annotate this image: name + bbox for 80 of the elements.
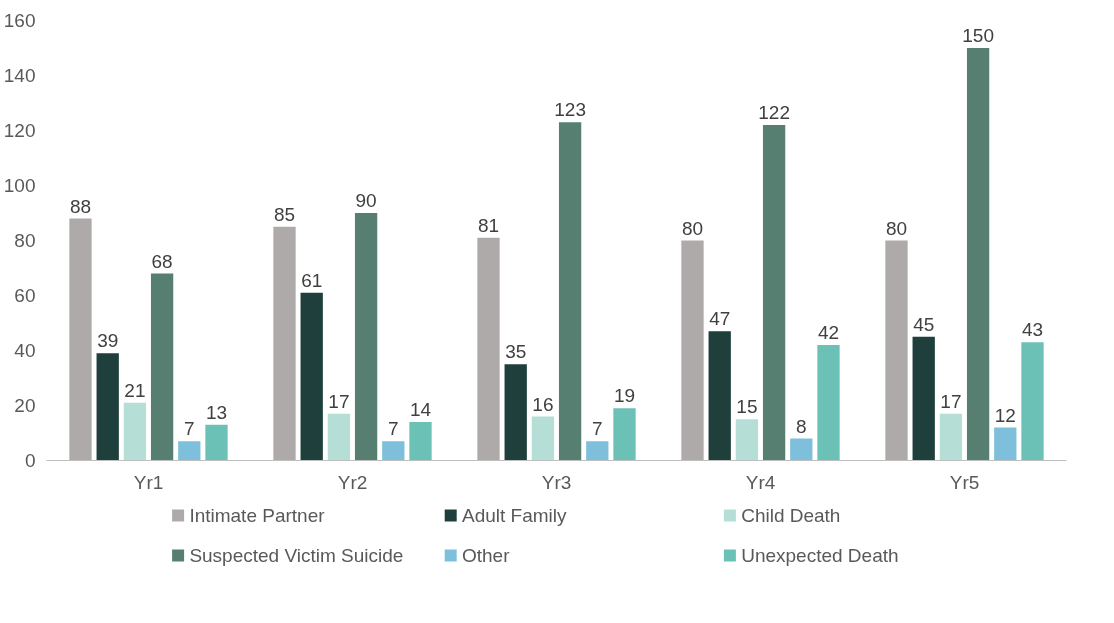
data-label: 35 <box>505 341 527 363</box>
legend-label: Unexpected Death <box>741 545 899 566</box>
x-tick-label: Yr5 <box>949 471 980 493</box>
y-tick-label: 100 <box>3 175 36 196</box>
x-tick-label: Yr4 <box>745 471 776 493</box>
y-tick-label: 60 <box>14 285 36 306</box>
bar <box>504 364 527 461</box>
y-tick-label: 40 <box>14 340 36 361</box>
data-label: 85 <box>273 203 296 225</box>
bar <box>613 408 636 461</box>
data-label: 88 <box>69 195 92 217</box>
bar <box>178 441 201 461</box>
bar <box>966 48 990 461</box>
bar <box>558 122 582 461</box>
bar <box>273 226 296 461</box>
bar <box>735 419 759 461</box>
bar <box>912 336 935 461</box>
bar <box>681 240 704 461</box>
x-tick-label: Yr3 <box>541 471 572 493</box>
legend-label: Child Death <box>741 505 841 526</box>
bar <box>327 413 351 461</box>
bar <box>531 416 555 461</box>
data-label: 81 <box>477 214 500 236</box>
data-label: 47 <box>709 308 731 330</box>
bar <box>69 218 92 461</box>
data-label: 39 <box>97 330 119 352</box>
data-label: 80 <box>681 217 704 239</box>
y-tick-label: 20 <box>14 395 36 416</box>
data-label: 7 <box>388 418 399 440</box>
bar <box>205 424 228 461</box>
legend-label: Adult Family <box>461 505 568 526</box>
x-tick-label: Yr2 <box>337 471 368 493</box>
data-label: 42 <box>817 322 840 343</box>
y-tick-label: 0 <box>24 450 36 471</box>
data-label: 123 <box>554 99 586 121</box>
data-label: 17 <box>328 390 350 412</box>
bar <box>96 353 119 461</box>
data-label: 8 <box>796 415 807 437</box>
data-label: 17 <box>940 390 962 412</box>
y-tick-label: 160 <box>3 10 36 31</box>
bar <box>885 240 908 461</box>
data-label: 80 <box>885 217 908 239</box>
y-tick-label: 140 <box>3 65 36 86</box>
bar <box>939 413 963 461</box>
bar <box>123 402 147 461</box>
bar <box>762 125 786 461</box>
data-label: 150 <box>962 25 994 46</box>
data-label: 13 <box>205 401 228 423</box>
data-label: 45 <box>913 313 935 335</box>
bar <box>354 213 378 461</box>
legend-label: Suspected Victim Suicide <box>189 545 404 566</box>
legend-label: Intimate Partner <box>189 505 326 526</box>
bar <box>300 292 323 461</box>
data-label: 68 <box>151 250 173 272</box>
data-label: 14 <box>409 399 432 420</box>
bar <box>409 422 432 461</box>
data-label: 19 <box>613 385 636 407</box>
bar <box>708 331 731 461</box>
legend-label: Other <box>461 545 511 566</box>
bar <box>586 441 609 461</box>
data-label: 7 <box>592 418 603 440</box>
bar <box>790 438 813 461</box>
bar <box>817 345 840 461</box>
bar <box>477 237 500 461</box>
data-label: 21 <box>124 379 146 401</box>
y-tick-label: 120 <box>3 120 36 141</box>
y-tick-label: 80 <box>14 230 36 251</box>
data-label: 12 <box>994 404 1016 426</box>
data-label: 7 <box>184 418 195 440</box>
data-label: 15 <box>736 396 758 418</box>
x-tick-label: Yr1 <box>133 471 164 493</box>
bar <box>150 273 174 461</box>
bar <box>1021 342 1044 461</box>
data-label: 43 <box>1021 319 1044 341</box>
data-label: 122 <box>758 102 790 123</box>
data-label: 16 <box>532 393 554 415</box>
bar <box>382 441 405 461</box>
data-label: 90 <box>355 190 377 211</box>
data-label: 61 <box>301 269 323 291</box>
bar <box>994 427 1017 461</box>
